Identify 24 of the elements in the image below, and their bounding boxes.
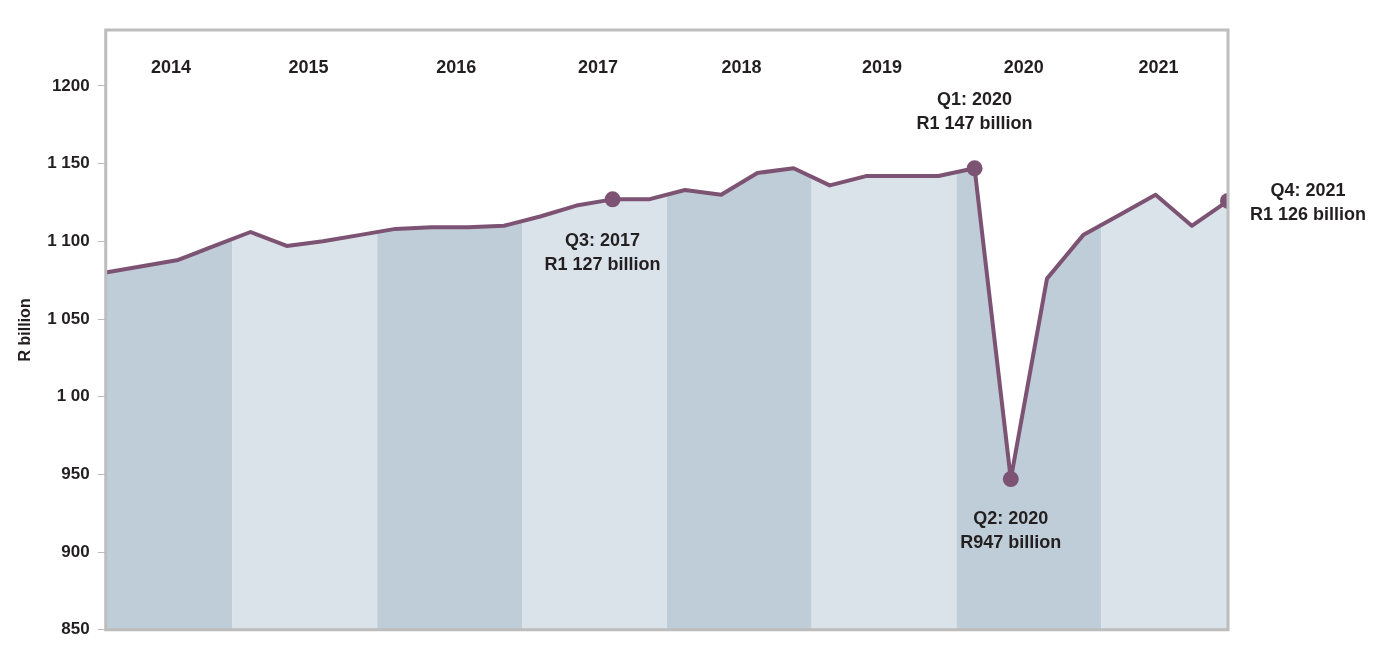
- annotation: Q4: 2021 R1 126 billion: [1249, 179, 1367, 224]
- point: [604, 191, 621, 208]
- x-tick-label: 2020: [1003, 56, 1044, 77]
- point: [1002, 471, 1019, 488]
- y-tick-label: 1 150: [47, 153, 90, 173]
- x-tick-label: 2017: [578, 56, 619, 77]
- annotation: Q2: 2020 R947 billion: [960, 508, 1062, 553]
- x-tick-label: 2014: [150, 56, 191, 77]
- y-tick-label: 950: [61, 464, 90, 484]
- annotation: Q1: 2020 R1 147 billion: [916, 89, 1033, 134]
- y-axis-title: R billion: [16, 298, 34, 362]
- x-tick-label: 2015: [288, 56, 329, 77]
- y-tick-label: 1 050: [47, 308, 90, 328]
- y-tick-label: 1 100: [47, 231, 90, 251]
- x-tick-label: 2016: [436, 56, 477, 77]
- y-tick-label: 1 00: [56, 386, 90, 406]
- x-tick-label: 2021: [1138, 56, 1179, 77]
- x-tick-label: 2018: [721, 56, 762, 77]
- point: [966, 160, 983, 177]
- y-tick-label: 850: [61, 619, 90, 639]
- x-tick-label: 2019: [861, 56, 902, 77]
- annotation: Q3: 2017 R1 127 billion: [544, 230, 661, 275]
- y-tick-label: 900: [61, 541, 90, 561]
- y-tick-label: 1200: [51, 75, 90, 95]
